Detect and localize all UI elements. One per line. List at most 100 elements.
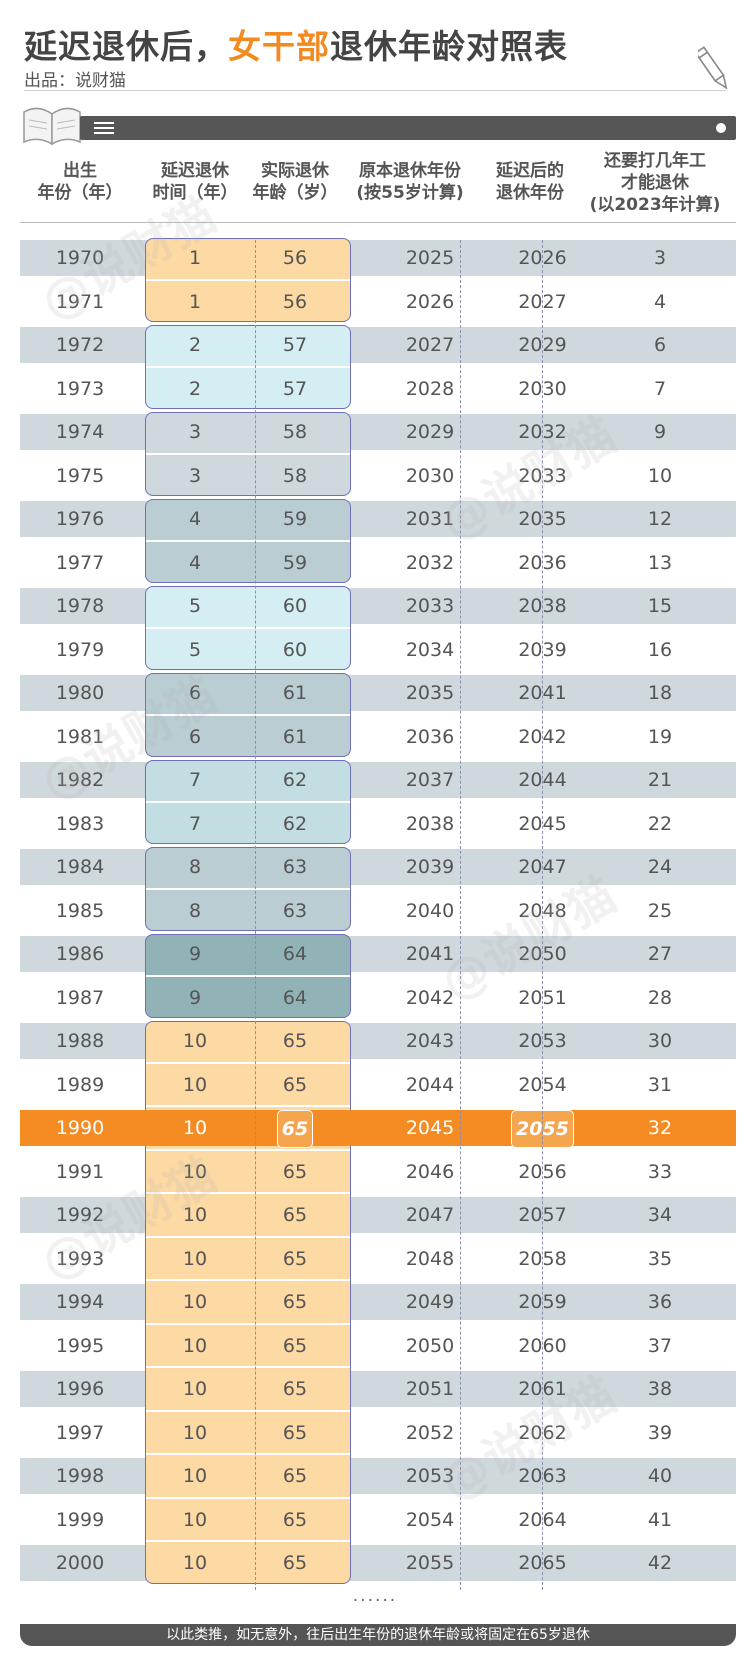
cell-delay-years: 9 [188, 943, 202, 965]
cell-delay-years: 10 [182, 1160, 208, 1183]
cell-years-to-work: 30 [647, 1030, 673, 1052]
table-row: 1997 10 65 2052 2062 39 [20, 1415, 736, 1451]
cell-delay-years: 6 [188, 725, 202, 748]
cell-years-to-work: 37 [647, 1334, 673, 1357]
table-row: 1996 10 65 2051 2061 38 [20, 1371, 736, 1407]
table-row: 1994 10 65 2049 2059 36 [20, 1284, 736, 1320]
cell-years-to-work: 7 [653, 377, 667, 400]
table-row: 1987 9 64 2042 2051 28 [20, 980, 736, 1016]
title-highlight: 女干部 [228, 27, 330, 66]
cell-birth-year: 1988 [55, 1030, 105, 1052]
header-years-to-work: 还要打几年工 才能退休 (以2023年计算) [589, 151, 721, 215]
cell-years-to-work: 35 [647, 1247, 673, 1270]
cell-birth-year: 1972 [55, 334, 105, 356]
cell-birth-year: 1976 [55, 508, 105, 530]
cell-birth-year: 1985 [55, 899, 105, 922]
cell-birth-year: 1983 [55, 812, 105, 835]
cell-original-year: 2034 [405, 638, 455, 661]
cell-years-to-work: 38 [647, 1378, 673, 1400]
cell-birth-year: 1974 [55, 421, 105, 443]
table-row: 1995 10 65 2050 2060 37 [20, 1328, 736, 1364]
cell-actual-age: 64 [282, 986, 308, 1009]
table-row: 1985 8 63 2040 2048 25 [20, 893, 736, 929]
cell-years-to-work: 33 [647, 1160, 673, 1183]
ellipsis: ...... [352, 1586, 398, 1606]
cell-original-year: 2048 [405, 1247, 455, 1270]
cell-actual-age: 65 [282, 1465, 308, 1487]
cell-birth-year: 2000 [55, 1552, 105, 1574]
cell-actual-age: 65 [282, 1160, 308, 1183]
table-row: 1982 7 62 2037 2044 21 [20, 762, 736, 798]
table-row: 1979 5 60 2034 2039 16 [20, 632, 736, 668]
cell-actual-age: 65 [282, 1073, 308, 1096]
cell-original-year: 2028 [405, 377, 455, 400]
cell-actual-age: 57 [282, 377, 308, 400]
cell-years-to-work: 15 [647, 595, 673, 617]
cell-years-to-work: 21 [647, 769, 673, 791]
cell-delay-years: 4 [188, 551, 202, 574]
table-row: 1986 9 64 2041 2050 27 [20, 936, 736, 972]
cell-original-year: 2044 [405, 1073, 455, 1096]
cell-delay-years: 2 [188, 377, 202, 400]
group-box [145, 238, 351, 322]
table-row: 1981 6 61 2036 2042 19 [20, 719, 736, 755]
cell-original-year: 2025 [405, 247, 455, 269]
row-separator [146, 1105, 350, 1107]
table-row: 1983 7 62 2038 2045 22 [20, 806, 736, 842]
cell-birth-year: 1991 [55, 1160, 105, 1183]
cell-actual-age: 63 [282, 899, 308, 922]
cell-delay-years: 10 [182, 1334, 208, 1357]
cell-years-to-work: 42 [647, 1552, 673, 1574]
cell-actual-age: 65 [282, 1204, 308, 1226]
row-separator [146, 1409, 350, 1412]
cell-actual-age: 65 [245, 1110, 345, 1148]
cell-birth-year: 1973 [55, 377, 105, 400]
cell-actual-age: 65 [282, 1378, 308, 1400]
cell-delay-years: 8 [188, 899, 202, 922]
cell-original-year: 2038 [405, 812, 455, 835]
cell-delay-years: 7 [188, 812, 202, 835]
group-box [145, 412, 351, 496]
cell-original-year: 2039 [405, 856, 455, 878]
cell-delay-years: 1 [188, 247, 202, 269]
row-separator [146, 1322, 350, 1325]
cell-delay-years: 10 [182, 1378, 208, 1400]
cell-actual-age: 56 [282, 247, 308, 269]
cell-delay-years: 2 [188, 334, 202, 356]
group-box [145, 847, 351, 931]
cell-actual-age: 63 [282, 856, 308, 878]
cell-birth-year: 1993 [55, 1247, 105, 1270]
table-row: 1975 3 58 2030 2033 10 [20, 458, 736, 494]
table-row: 1977 4 59 2032 2036 13 [20, 545, 736, 581]
cell-years-to-work: 6 [653, 334, 667, 356]
table-row: 1974 3 58 2029 2032 9 [20, 414, 736, 450]
cell-actual-age: 65 [282, 1421, 308, 1444]
row-separator [146, 713, 350, 716]
header-delay-years: 延迟退休 时间（年） [152, 161, 238, 203]
cell-delay-years: 4 [188, 508, 202, 530]
table-row: 1984 8 63 2039 2047 24 [20, 849, 736, 885]
table-row: 1970 1 56 2025 2026 3 [20, 240, 736, 276]
cell-original-year: 2033 [405, 595, 455, 617]
cell-birth-year: 1990 [55, 1117, 105, 1139]
menu-icon [94, 122, 114, 134]
cell-delay-years: 5 [188, 638, 202, 661]
header-divider [20, 222, 736, 223]
dot-icon [716, 123, 726, 133]
cell-birth-year: 1992 [55, 1204, 105, 1226]
cell-actual-age: 65 [282, 1552, 308, 1574]
table-row: 1988 10 65 2043 2053 30 [20, 1023, 736, 1059]
cell-delay-years: 8 [188, 856, 202, 878]
cell-original-year: 2041 [405, 943, 455, 965]
group-box [145, 673, 351, 757]
cell-delay-years: 10 [182, 1421, 208, 1444]
cell-actual-age: 62 [282, 812, 308, 835]
row-separator [146, 1279, 350, 1281]
cell-delay-years: 10 [182, 1291, 208, 1313]
cell-birth-year: 1999 [55, 1508, 105, 1531]
cell-birth-year: 1989 [55, 1073, 105, 1096]
column-divider [460, 240, 461, 1590]
cell-actual-age: 65 [282, 1030, 308, 1052]
cell-original-year: 2027 [405, 334, 455, 356]
cell-original-year: 2036 [405, 725, 455, 748]
